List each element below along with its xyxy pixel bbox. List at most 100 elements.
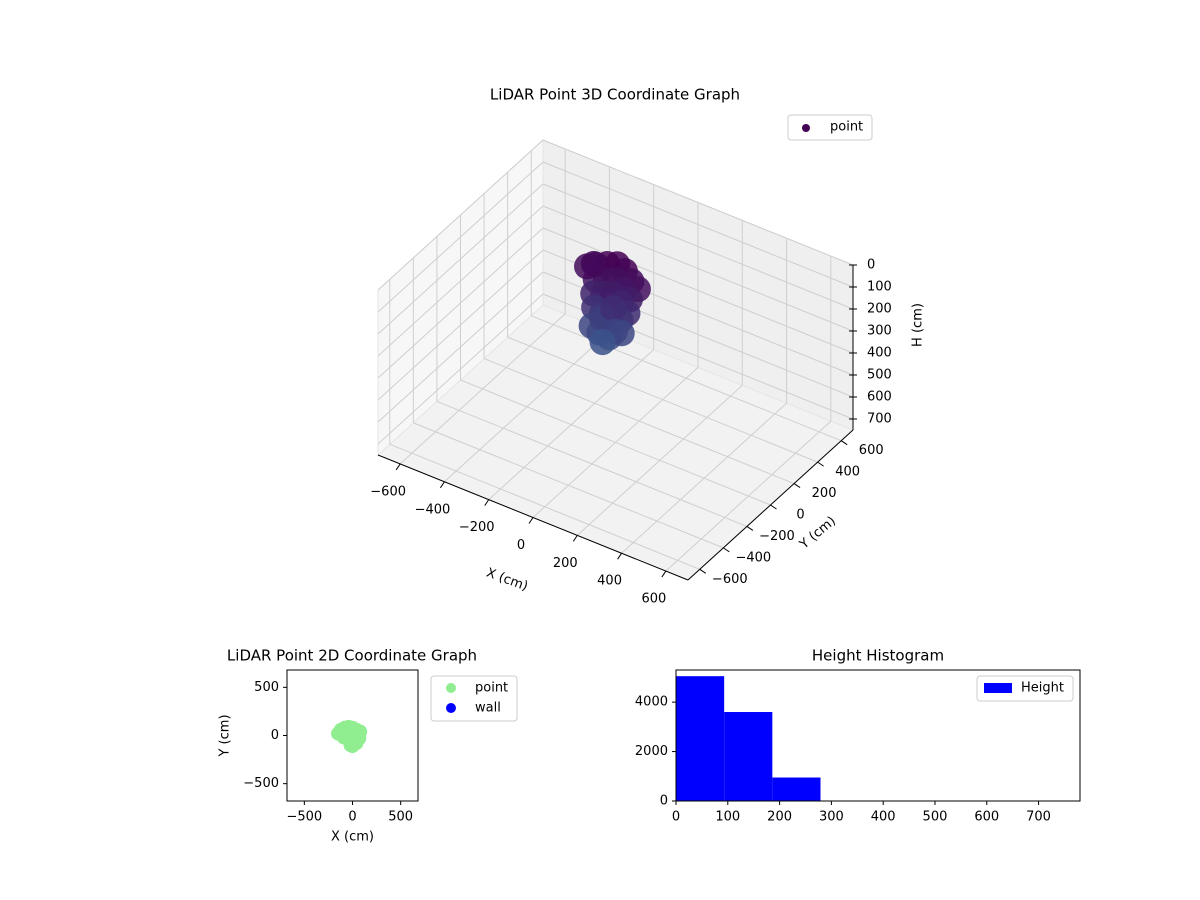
y-tick xyxy=(723,547,730,553)
x-tick-label: 400 xyxy=(597,574,622,589)
y-tick-label: 500 xyxy=(254,680,279,695)
x-tick-label: 0 xyxy=(517,538,525,553)
z-tick-label: 700 xyxy=(867,412,892,427)
x-tick xyxy=(440,481,445,489)
grid-line xyxy=(377,205,544,357)
grid-line xyxy=(377,249,544,401)
x-tick xyxy=(617,552,622,560)
x-tick-label: 200 xyxy=(553,556,578,571)
y-tick-label: 2000 xyxy=(635,744,668,759)
legend-marker xyxy=(446,683,456,693)
legend-marker xyxy=(446,703,456,713)
x-tick-label: 0 xyxy=(348,810,356,825)
z-axis-label: H (cm) xyxy=(911,303,926,347)
grid-line xyxy=(377,227,544,379)
chart-title: LiDAR Point 2D Coordinate Graph xyxy=(227,647,477,665)
bar xyxy=(724,712,773,801)
y-tick-label: −200 xyxy=(759,529,795,544)
z-tick-label: 600 xyxy=(867,390,892,405)
y-tick-label: 400 xyxy=(835,465,860,480)
chart-title: LiDAR Point 3D Coordinate Graph xyxy=(490,86,740,104)
grid-line xyxy=(377,139,544,291)
grid-line xyxy=(377,161,544,313)
grid-line xyxy=(377,183,544,335)
x-tick-label: 700 xyxy=(1026,810,1051,825)
grid-line xyxy=(542,161,854,288)
grid-line xyxy=(460,379,771,506)
point xyxy=(331,726,346,741)
legend-box xyxy=(430,675,518,722)
x-tick xyxy=(661,570,667,578)
x-tick-label: −400 xyxy=(415,502,451,517)
bar xyxy=(772,777,821,801)
z-tick-label: 500 xyxy=(867,368,892,383)
y-tick-label: −500 xyxy=(243,776,279,791)
z-tick-label: 400 xyxy=(867,346,892,361)
y-tick-label: −600 xyxy=(712,572,748,587)
x-tick-label: −600 xyxy=(370,484,406,499)
x-tick-label: −200 xyxy=(459,520,495,535)
x-tick-label: −500 xyxy=(286,810,322,825)
y-tick-label: 0 xyxy=(796,508,804,523)
x-tick-label: 600 xyxy=(641,592,666,607)
x-tick-label: 300 xyxy=(819,810,844,825)
y-tick-label: 4000 xyxy=(635,695,668,710)
grid-line xyxy=(436,400,748,527)
x-tick-label: 400 xyxy=(871,810,896,825)
grid-line xyxy=(542,183,854,310)
grid-line xyxy=(542,205,854,332)
x-tick xyxy=(484,499,490,506)
legend-label: wall xyxy=(475,701,501,716)
grid-line xyxy=(389,443,700,570)
y-tick-label: 200 xyxy=(812,486,837,501)
grid-line xyxy=(377,293,544,445)
point xyxy=(580,250,607,277)
y-tick-label: −400 xyxy=(735,550,771,565)
bar xyxy=(676,676,725,801)
grid-line xyxy=(413,422,724,549)
z-tick-label: 0 xyxy=(867,258,875,273)
legend-label: point xyxy=(475,681,508,696)
grid-line xyxy=(542,139,854,266)
x-tick-label: 0 xyxy=(672,810,680,825)
x-tick-label: 600 xyxy=(974,810,999,825)
y-tick xyxy=(840,440,848,446)
legend-label: point xyxy=(830,120,863,135)
x-tick-label: 500 xyxy=(388,810,413,825)
grid-line xyxy=(483,358,795,485)
y-tick-label: 0 xyxy=(660,794,668,809)
legend-marker xyxy=(802,124,810,132)
x-tick xyxy=(528,517,534,524)
grid-line xyxy=(507,336,818,463)
y-tick xyxy=(699,568,707,574)
x-tick xyxy=(572,535,578,542)
y-axis-line xyxy=(687,429,854,581)
point xyxy=(349,736,364,751)
chart-title: Height Histogram xyxy=(812,647,944,665)
y-axis-label: Y (cm) xyxy=(218,714,233,757)
z-tick-label: 200 xyxy=(867,302,892,317)
legend-box xyxy=(976,675,1074,702)
y-tick-label: 0 xyxy=(271,728,279,743)
y-tick xyxy=(746,526,754,531)
point xyxy=(589,329,616,356)
x-tick-label: 500 xyxy=(923,810,948,825)
y-tick xyxy=(770,504,777,510)
y-tick xyxy=(793,483,801,488)
legend-label: Height xyxy=(1021,681,1064,696)
z-tick-label: 300 xyxy=(867,324,892,339)
grid-line xyxy=(377,271,544,423)
grid-line xyxy=(531,315,842,442)
x-tick-label: 200 xyxy=(767,810,792,825)
x-tick xyxy=(395,463,401,471)
y-tick xyxy=(817,461,824,467)
grid-line xyxy=(542,227,854,354)
legend-marker xyxy=(984,683,1012,693)
axes-frame xyxy=(675,669,1081,802)
point xyxy=(600,295,627,322)
y-tick-label: 600 xyxy=(859,443,884,458)
x-axis-line xyxy=(377,454,689,581)
legend-box xyxy=(787,114,873,141)
z-tick-label: 100 xyxy=(867,280,892,295)
